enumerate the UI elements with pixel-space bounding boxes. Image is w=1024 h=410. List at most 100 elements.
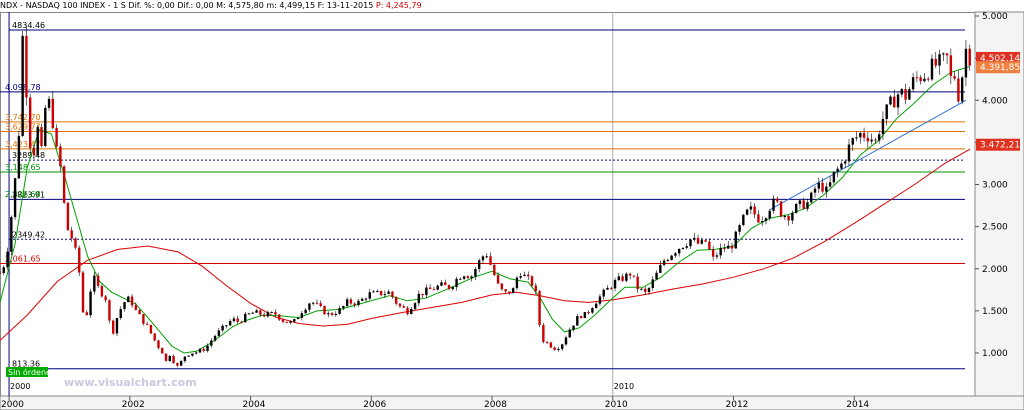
x-tick-label-2010: 2010 xyxy=(605,400,628,410)
y-tick-label-3.000: 3.000 xyxy=(982,181,1008,191)
candle xyxy=(142,314,145,326)
candle xyxy=(32,144,36,160)
candle-body xyxy=(568,329,571,338)
candle xyxy=(172,354,175,364)
candle-body xyxy=(379,290,383,296)
candle xyxy=(968,44,971,71)
candle xyxy=(115,317,119,337)
candle xyxy=(900,88,903,98)
candle-body xyxy=(111,320,115,334)
candle-body xyxy=(168,355,171,361)
candle-body xyxy=(632,275,636,277)
candle-body xyxy=(934,58,937,66)
level-label-6: 3,148,65 xyxy=(5,163,41,172)
candle-body xyxy=(304,309,307,314)
candle xyxy=(372,289,375,293)
candle xyxy=(379,290,383,297)
candle-body xyxy=(368,292,371,299)
candle xyxy=(908,86,911,101)
candle-body xyxy=(195,352,198,354)
orders-badge-label: Sin órdenes xyxy=(8,367,55,377)
candle xyxy=(783,214,787,220)
candle xyxy=(364,297,368,303)
candle-body xyxy=(523,274,526,277)
candle-body xyxy=(813,188,817,193)
candle xyxy=(315,299,319,305)
candle xyxy=(259,309,262,317)
candle-body xyxy=(651,279,654,288)
candle xyxy=(802,197,805,210)
candle xyxy=(353,302,356,308)
candle-body xyxy=(311,302,315,304)
candle xyxy=(670,254,673,261)
candle xyxy=(727,241,730,249)
price-tag-label-1: 4.391,85 xyxy=(980,63,1020,73)
candle xyxy=(681,247,685,250)
candle xyxy=(523,271,526,277)
candle xyxy=(508,291,511,295)
candle xyxy=(881,111,885,140)
candle-body xyxy=(108,300,111,321)
candle xyxy=(689,239,692,250)
candle-body xyxy=(893,96,896,108)
candle xyxy=(413,302,417,311)
candle-body xyxy=(810,192,813,203)
candle-body xyxy=(500,283,504,290)
candle-body xyxy=(183,356,187,362)
candle xyxy=(119,306,122,320)
candle xyxy=(145,321,149,326)
candle xyxy=(255,308,258,313)
candle xyxy=(179,359,183,367)
candle-body xyxy=(202,348,205,352)
candle-body xyxy=(436,285,439,290)
candle-body xyxy=(10,217,13,252)
y-tick-label-1.500: 1.500 xyxy=(982,307,1008,317)
candle-body xyxy=(553,347,556,351)
candle-body xyxy=(421,293,424,296)
candle-body xyxy=(308,303,311,310)
candle xyxy=(730,242,734,254)
candle-body xyxy=(459,278,462,280)
price-tag-1 xyxy=(976,61,1020,74)
candle-body xyxy=(613,280,617,289)
candle-body xyxy=(153,333,156,341)
candle xyxy=(636,273,639,293)
candle xyxy=(74,236,77,250)
y-tick-label-5.000: 5.000 xyxy=(982,12,1008,22)
candle-body xyxy=(764,218,768,221)
candle-body xyxy=(262,314,266,317)
candle xyxy=(111,319,115,336)
candle xyxy=(127,295,130,303)
candle-body xyxy=(677,248,681,254)
candle-body xyxy=(130,296,134,306)
candle xyxy=(311,301,315,306)
candle xyxy=(153,333,156,342)
candle-body xyxy=(753,206,756,215)
y-axis-panel xyxy=(974,11,1024,397)
candle xyxy=(545,341,549,345)
candle-body xyxy=(236,318,239,322)
candle-body xyxy=(138,309,141,315)
candle-body xyxy=(689,239,692,247)
candle xyxy=(851,137,854,151)
candle xyxy=(923,73,926,83)
candle xyxy=(877,130,881,144)
candle xyxy=(262,312,266,318)
candle-body xyxy=(953,75,956,79)
candle xyxy=(847,138,851,167)
candle xyxy=(10,215,13,256)
y-tick-label-4.000: 4.000 xyxy=(982,96,1008,106)
x-tick-label-2006: 2006 xyxy=(363,400,386,410)
candle xyxy=(157,339,160,350)
candle xyxy=(425,284,428,298)
candle-body xyxy=(749,206,753,210)
candle-body xyxy=(327,313,330,315)
candle-body xyxy=(232,318,236,322)
candle xyxy=(519,272,522,280)
candle xyxy=(889,95,892,106)
candle-body xyxy=(742,214,745,226)
candle xyxy=(719,243,722,259)
candle-body xyxy=(104,296,107,301)
candle xyxy=(798,199,802,209)
